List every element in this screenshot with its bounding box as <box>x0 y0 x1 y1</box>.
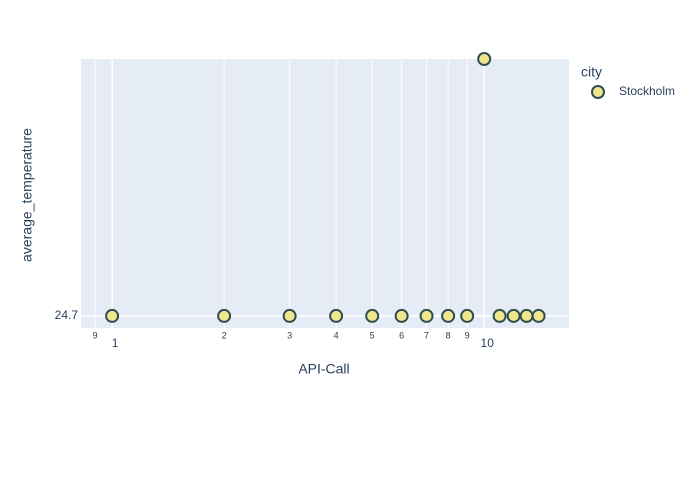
x-tick-label: 10 <box>481 336 495 350</box>
x-minor-tick-label: 6 <box>399 330 404 340</box>
x-minor-tick-label: 5 <box>370 330 375 340</box>
x-minor-tick-label: 9 <box>93 330 98 340</box>
y-tick-label: 24.7 <box>55 308 79 322</box>
y-axis-title: average_temperature <box>19 128 35 262</box>
x-minor-tick-label: 3 <box>287 330 292 340</box>
x-minor-tick-label: 4 <box>334 330 339 340</box>
legend-title: city <box>581 64 602 80</box>
plot-area <box>81 59 569 328</box>
x-minor-tick-label: 9 <box>465 330 470 340</box>
point <box>460 308 475 323</box>
point <box>394 308 409 323</box>
x-tick-label: 1 <box>112 336 119 350</box>
legend-label: Stockholm <box>619 84 675 98</box>
point <box>506 308 521 323</box>
x-axis-title: API-Call <box>298 361 349 377</box>
point <box>492 308 507 323</box>
legend-marker <box>591 85 605 99</box>
x-minor-tick-label: 8 <box>446 330 451 340</box>
point <box>329 308 344 323</box>
point <box>419 308 434 323</box>
point <box>531 308 546 323</box>
grid <box>81 59 569 328</box>
point <box>282 308 297 323</box>
point <box>365 308 380 323</box>
point <box>477 52 492 66</box>
point <box>441 308 456 323</box>
point <box>105 308 120 323</box>
x-minor-tick-label: 7 <box>424 330 429 340</box>
x-minor-tick-label: 2 <box>222 330 227 340</box>
point <box>217 308 232 323</box>
point <box>519 308 534 323</box>
